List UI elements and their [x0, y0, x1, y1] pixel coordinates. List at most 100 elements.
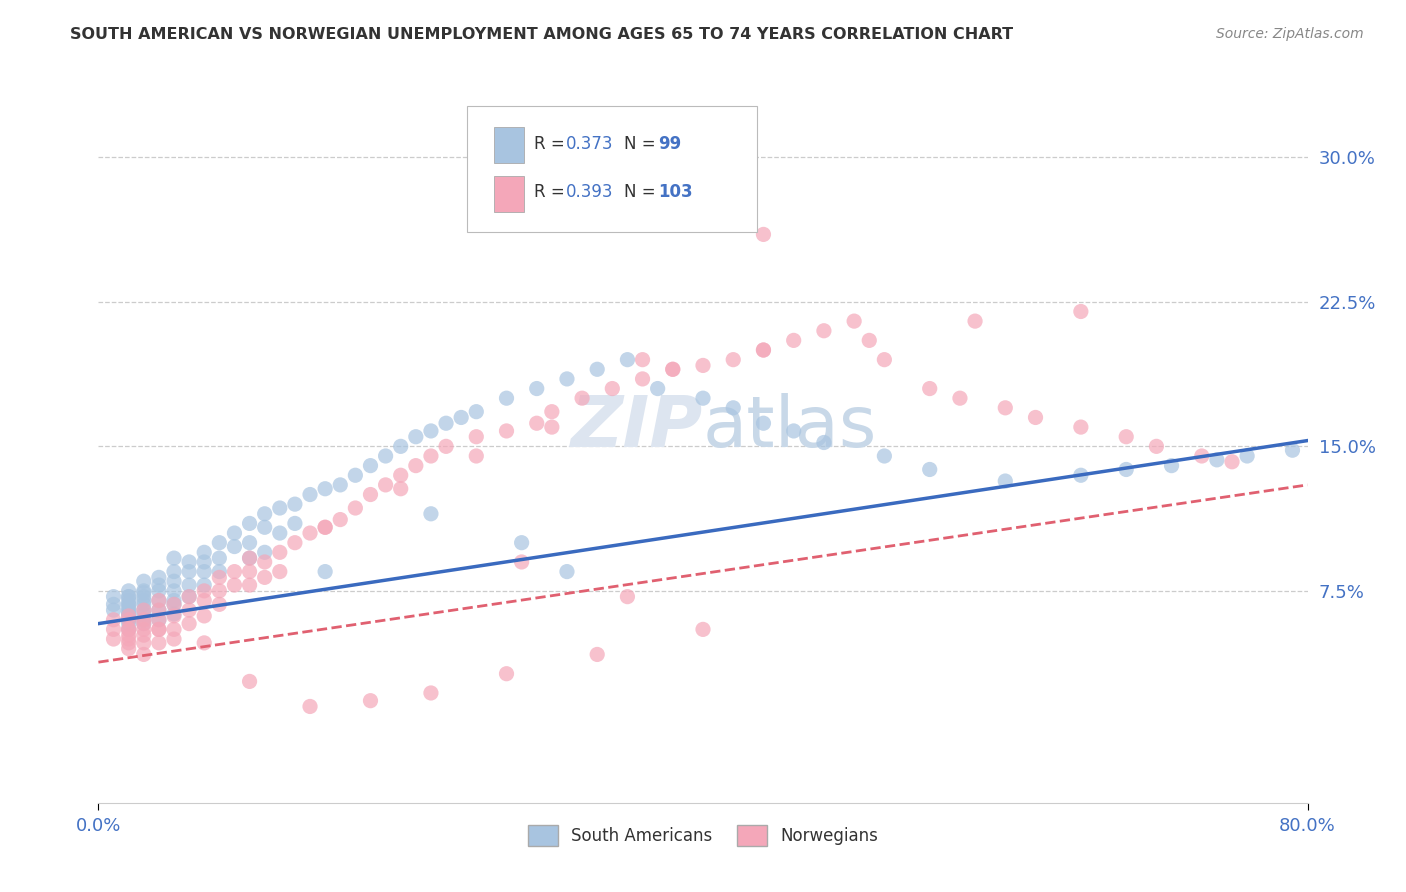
- Point: [118, 636, 141, 650]
- Point: [132, 607, 155, 621]
- Point: [752, 227, 775, 242]
- Point: [118, 613, 141, 627]
- Point: [360, 694, 382, 708]
- Point: [389, 468, 412, 483]
- Point: [208, 570, 231, 584]
- Point: [132, 616, 155, 631]
- Point: [284, 535, 307, 549]
- Point: [148, 593, 170, 607]
- Point: [873, 352, 896, 367]
- Point: [495, 424, 517, 438]
- Point: [132, 636, 155, 650]
- Point: [510, 555, 533, 569]
- Point: [420, 449, 443, 463]
- Point: [329, 512, 352, 526]
- Point: [299, 487, 322, 501]
- Point: [132, 648, 155, 662]
- Point: [132, 586, 155, 600]
- Point: [299, 699, 322, 714]
- Point: [420, 507, 443, 521]
- Point: [752, 416, 775, 430]
- Point: [586, 648, 609, 662]
- Point: [389, 482, 412, 496]
- Point: [118, 641, 141, 656]
- Point: [118, 632, 141, 646]
- Point: [118, 623, 141, 637]
- Text: 99: 99: [658, 135, 682, 153]
- Point: [163, 608, 186, 623]
- Point: [1220, 455, 1243, 469]
- Point: [132, 583, 155, 598]
- Point: [616, 352, 638, 367]
- Point: [132, 590, 155, 604]
- Point: [179, 555, 201, 569]
- Point: [208, 583, 231, 598]
- Text: ZIP: ZIP: [571, 392, 703, 461]
- Point: [344, 468, 367, 483]
- Point: [118, 608, 141, 623]
- Point: [434, 439, 457, 453]
- Text: R =: R =: [534, 135, 569, 153]
- Point: [224, 578, 246, 592]
- Point: [239, 535, 262, 549]
- Point: [269, 526, 291, 541]
- Point: [103, 603, 125, 617]
- Point: [193, 545, 215, 559]
- Point: [329, 478, 352, 492]
- Point: [631, 372, 654, 386]
- Point: [269, 501, 291, 516]
- Point: [103, 613, 125, 627]
- Point: [179, 603, 201, 617]
- Point: [148, 613, 170, 627]
- Point: [314, 520, 336, 534]
- Point: [571, 391, 593, 405]
- Point: [949, 391, 972, 405]
- Text: Source: ZipAtlas.com: Source: ZipAtlas.com: [1216, 27, 1364, 41]
- Point: [239, 516, 262, 531]
- FancyBboxPatch shape: [494, 128, 524, 163]
- Point: [118, 590, 141, 604]
- Text: 0.373: 0.373: [567, 135, 614, 153]
- Point: [148, 603, 170, 617]
- Point: [1191, 449, 1213, 463]
- Point: [103, 632, 125, 646]
- Point: [752, 343, 775, 357]
- Point: [465, 449, 488, 463]
- Point: [723, 401, 745, 415]
- Point: [193, 608, 215, 623]
- Point: [783, 424, 806, 438]
- Text: N =: N =: [624, 135, 661, 153]
- Point: [465, 430, 488, 444]
- Point: [526, 382, 548, 396]
- Point: [783, 334, 806, 348]
- Point: [858, 334, 880, 348]
- Point: [118, 613, 141, 627]
- Point: [148, 570, 170, 584]
- Point: [918, 462, 941, 476]
- Point: [132, 616, 155, 631]
- Point: [661, 208, 683, 222]
- Point: [510, 535, 533, 549]
- Point: [148, 603, 170, 617]
- Point: [118, 593, 141, 607]
- Point: [360, 458, 382, 473]
- Point: [253, 545, 276, 559]
- Text: SOUTH AMERICAN VS NORWEGIAN UNEMPLOYMENT AMONG AGES 65 TO 74 YEARS CORRELATION C: SOUTH AMERICAN VS NORWEGIAN UNEMPLOYMENT…: [70, 27, 1014, 42]
- Point: [1024, 410, 1046, 425]
- Point: [239, 578, 262, 592]
- Point: [193, 578, 215, 592]
- Point: [1115, 462, 1137, 476]
- Point: [965, 314, 987, 328]
- Point: [208, 565, 231, 579]
- Point: [253, 570, 276, 584]
- Point: [1115, 430, 1137, 444]
- Point: [284, 516, 307, 531]
- Point: [465, 405, 488, 419]
- Point: [179, 590, 201, 604]
- Point: [163, 607, 186, 621]
- Point: [103, 623, 125, 637]
- Point: [540, 405, 562, 419]
- Point: [132, 628, 155, 642]
- Point: [163, 623, 186, 637]
- Point: [586, 362, 609, 376]
